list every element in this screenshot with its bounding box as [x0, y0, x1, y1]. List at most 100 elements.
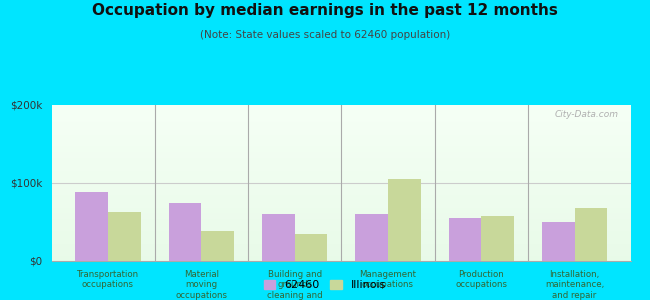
Bar [52, 213, 630, 214]
Bar [52, 216, 630, 217]
Bar [52, 252, 630, 253]
Bar [52, 253, 630, 255]
Bar [168, 202, 202, 261]
Bar [575, 208, 607, 261]
Bar [75, 192, 108, 261]
Bar [52, 256, 630, 258]
Legend: 62460, Illinois: 62460, Illinois [260, 275, 390, 294]
Bar [52, 241, 630, 242]
Bar [52, 184, 630, 186]
Bar [52, 194, 630, 196]
Bar [52, 116, 630, 118]
Bar [52, 144, 630, 146]
Bar [52, 153, 630, 155]
Bar [52, 121, 630, 122]
Bar [52, 146, 630, 147]
Text: City-Data.com: City-Data.com [555, 110, 619, 119]
Bar [52, 247, 630, 248]
Bar [52, 230, 630, 231]
Bar [52, 158, 630, 160]
Bar [52, 142, 630, 144]
Bar [52, 114, 630, 116]
Bar [52, 157, 630, 158]
Bar [202, 231, 234, 261]
Bar [52, 139, 630, 141]
Bar [52, 196, 630, 197]
Bar [52, 220, 630, 222]
Bar [52, 167, 630, 169]
Bar [52, 206, 630, 208]
Bar [52, 161, 630, 163]
Bar [52, 211, 630, 213]
Bar [52, 182, 630, 183]
Bar [52, 214, 630, 216]
Bar [52, 209, 630, 211]
Bar [52, 205, 630, 206]
Bar [52, 125, 630, 127]
Bar [52, 128, 630, 130]
Bar [52, 189, 630, 191]
Bar [52, 122, 630, 124]
Bar [52, 245, 630, 247]
Bar [52, 110, 630, 111]
Bar [52, 130, 630, 131]
Bar [52, 228, 630, 230]
Bar [108, 212, 140, 261]
Bar [52, 150, 630, 152]
Bar [52, 131, 630, 133]
Bar [52, 217, 630, 219]
Bar [52, 108, 630, 110]
Bar [52, 135, 630, 136]
Bar [52, 197, 630, 199]
Bar [52, 155, 630, 157]
Bar [52, 164, 630, 166]
Bar [52, 163, 630, 164]
Bar [52, 172, 630, 174]
Bar [52, 248, 630, 250]
Bar [52, 105, 630, 106]
Bar [52, 160, 630, 161]
Bar [52, 169, 630, 170]
Bar [52, 250, 630, 252]
Bar [52, 188, 630, 189]
Bar [52, 149, 630, 150]
Bar [542, 222, 575, 261]
Bar [52, 180, 630, 182]
Bar [52, 235, 630, 236]
Bar [481, 216, 514, 261]
Bar [448, 218, 481, 261]
Bar [52, 236, 630, 238]
Bar [52, 202, 630, 203]
Bar [52, 233, 630, 235]
Bar [52, 219, 630, 220]
Bar [52, 222, 630, 224]
Bar [52, 138, 630, 139]
Bar [52, 258, 630, 260]
Bar [52, 199, 630, 200]
Text: Occupation by median earnings in the past 12 months: Occupation by median earnings in the pas… [92, 3, 558, 18]
Bar [52, 136, 630, 138]
Bar [52, 224, 630, 225]
Bar [52, 227, 630, 228]
Bar [52, 208, 630, 209]
Bar [52, 200, 630, 202]
Text: (Note: State values scaled to 62460 population): (Note: State values scaled to 62460 popu… [200, 30, 450, 40]
Bar [52, 239, 630, 241]
Bar [52, 113, 630, 114]
Bar [52, 119, 630, 121]
Bar [52, 170, 630, 172]
Bar [52, 178, 630, 180]
Bar [52, 260, 630, 261]
Bar [52, 175, 630, 177]
Bar [52, 225, 630, 227]
Bar [52, 147, 630, 149]
Bar [52, 174, 630, 175]
Bar [52, 166, 630, 167]
Bar [294, 234, 327, 261]
Bar [52, 255, 630, 256]
Bar [52, 186, 630, 188]
Bar [52, 152, 630, 153]
Bar [52, 183, 630, 184]
Bar [356, 214, 388, 261]
Bar [52, 106, 630, 108]
